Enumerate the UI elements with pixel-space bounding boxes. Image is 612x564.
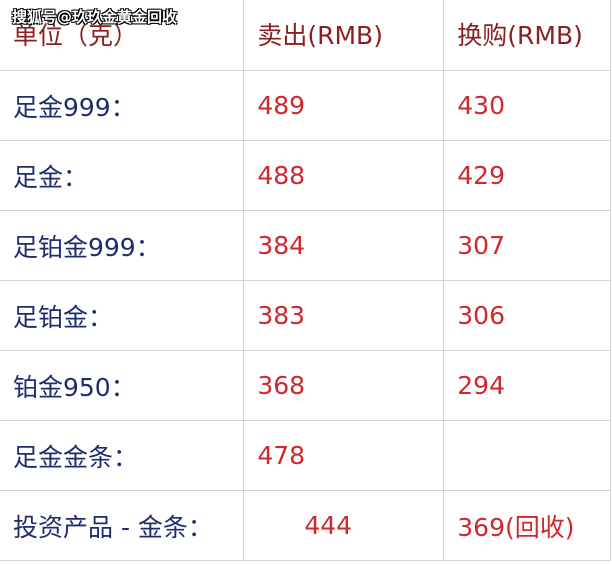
exchange-price: 430 bbox=[443, 70, 611, 141]
table-row: 足金金条： 478 bbox=[0, 420, 611, 491]
table-row: 足金999： 489 430 bbox=[0, 70, 611, 141]
watermark: 搜狐号@玖玖金黄金回收 bbox=[12, 8, 178, 26]
row-label: 足金： bbox=[0, 140, 245, 211]
row-label: 足金999： bbox=[0, 70, 245, 141]
sell-price: 383 bbox=[243, 280, 445, 351]
table-row: 足铂金： 383 306 bbox=[0, 280, 611, 351]
row-label: 足铂金999： bbox=[0, 210, 245, 281]
sell-price: 488 bbox=[243, 140, 445, 211]
table-row: 投资产品 - 金条： 444 369(回收) bbox=[0, 490, 611, 561]
header-sell: 卖出(RMB) bbox=[243, 0, 445, 71]
exchange-price: 294 bbox=[443, 350, 611, 421]
exchange-price: 307 bbox=[443, 210, 611, 281]
row-label: 铂金950： bbox=[0, 350, 245, 421]
sell-price: 368 bbox=[243, 350, 445, 421]
table-row: 铂金950： 368 294 bbox=[0, 350, 611, 421]
sell-price: 384 bbox=[243, 210, 445, 281]
row-label: 投资产品 - 金条： bbox=[0, 490, 245, 561]
header-exchange: 换购(RMB) bbox=[443, 0, 611, 71]
exchange-price: 429 bbox=[443, 140, 611, 211]
sell-price: 489 bbox=[243, 70, 445, 141]
exchange-price bbox=[443, 420, 611, 491]
header-row: 单位（克） 卖出(RMB) 换购(RMB) bbox=[0, 0, 611, 71]
row-label: 足金金条： bbox=[0, 420, 245, 491]
exchange-price: 306 bbox=[443, 280, 611, 351]
exchange-price: 369(回收) bbox=[443, 490, 611, 561]
header-unit: 单位（克） bbox=[0, 0, 245, 71]
sell-price: 444 bbox=[243, 490, 445, 561]
row-label: 足铂金： bbox=[0, 280, 245, 351]
sell-price: 478 bbox=[243, 420, 445, 491]
table-row: 足金： 488 429 bbox=[0, 140, 611, 211]
table-row: 足铂金999： 384 307 bbox=[0, 210, 611, 281]
